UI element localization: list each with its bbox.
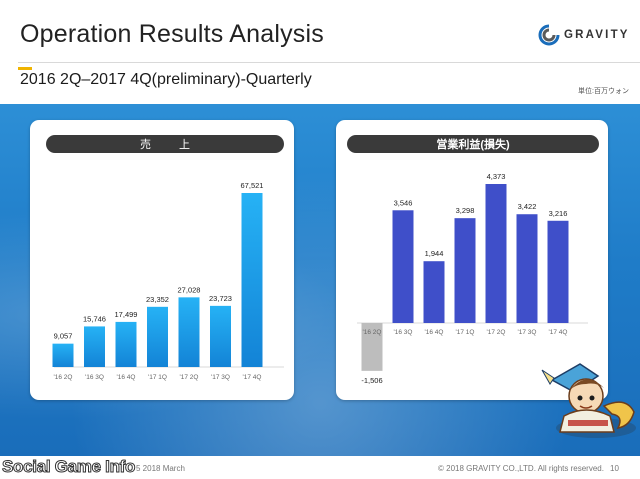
sales-x-tick-label: '16 2Q — [54, 374, 73, 381]
operating-income-bar-value-label: 4,373 — [487, 172, 506, 181]
footer-copyright: © 2018 GRAVITY CO.,LTD. All rights reser… — [438, 464, 604, 473]
sales-chart-title: 売上 — [46, 135, 284, 153]
page-number: 10 — [610, 464, 619, 473]
operating-income-bar — [392, 210, 414, 323]
sales-x-tick-label: '17 3Q — [211, 374, 230, 381]
sales-bar-value-label: 67,521 — [241, 181, 264, 190]
page-subtitle: 2016 2Q–2017 4Q(preliminary)-Quarterly — [20, 71, 312, 88]
sales-bar — [115, 321, 137, 367]
operating-income-x-tick-label: '17 4Q — [549, 329, 568, 336]
sales-x-tick-label: '16 3Q — [85, 374, 104, 381]
sales-x-tick-label: '17 4Q — [243, 374, 262, 381]
sales-bar — [178, 297, 200, 367]
footer-date: 5 2018 March — [136, 464, 185, 473]
sales-bar-value-label: 23,352 — [146, 295, 169, 304]
operating-income-x-tick-label: '17 3Q — [518, 329, 537, 336]
operating-income-bar — [547, 220, 569, 323]
operating-income-x-tick-label: '16 3Q — [394, 329, 413, 336]
logo-text: GRAVITY — [564, 29, 630, 41]
operating-income-bar — [423, 261, 445, 323]
sales-bar-value-label: 17,499 — [115, 310, 138, 319]
operating-income-bar — [516, 214, 538, 323]
sales-bar — [210, 305, 231, 367]
gravity-logo: GRAVITY — [538, 24, 630, 46]
sales-x-tick-label: '17 1Q — [148, 374, 167, 381]
operating-income-x-tick-label: '16 2Q — [363, 329, 382, 336]
operating-income-bar-value-label: 3,546 — [394, 198, 413, 207]
slide-header: Operation Results Analysis GRAVITY — [0, 0, 640, 62]
sales-x-tick-label: '16 4Q — [117, 374, 136, 381]
operating-income-bar — [361, 323, 383, 371]
slide-footer — [0, 456, 640, 479]
operating-income-bar — [485, 184, 507, 323]
operating-income-bar-value-label: 3,216 — [549, 209, 568, 218]
sales-bar-value-label: 9,057 — [54, 332, 73, 341]
operating-income-x-tick-label: '16 4Q — [425, 329, 444, 336]
operating-income-bar — [454, 218, 476, 323]
sales-bar — [84, 326, 105, 367]
sales-bar-value-label: 23,723 — [209, 294, 232, 303]
page-title: Operation Results Analysis — [20, 20, 324, 48]
sales-bar — [241, 193, 263, 367]
sales-bar-value-label: 15,746 — [83, 314, 106, 323]
title-accent — [18, 67, 32, 70]
mascot-illustration — [541, 363, 636, 438]
sales-bar — [147, 306, 168, 367]
sales-bar-value-label: 27,028 — [178, 285, 201, 294]
unit-note: 単位:百万ウォン — [578, 88, 629, 95]
sales-x-tick-label: '17 2Q — [180, 374, 199, 381]
gravity-logo-icon — [538, 24, 560, 46]
operating-income-bar-value-label: 1,944 — [425, 249, 444, 258]
title-divider — [18, 62, 640, 63]
operating-income-x-tick-label: '17 1Q — [456, 329, 475, 336]
operating-income-bar-value-label: -1,506 — [361, 376, 382, 385]
watermark: Social Game Info — [1, 457, 136, 477]
operating-income-chart-title: 営業利益(損失) — [347, 135, 599, 153]
operating-income-bar-value-label: 3,422 — [518, 202, 537, 211]
operating-income-bar-value-label: 3,298 — [456, 206, 475, 215]
operating-income-x-tick-label: '17 2Q — [487, 329, 506, 336]
sales-bar — [52, 343, 74, 367]
